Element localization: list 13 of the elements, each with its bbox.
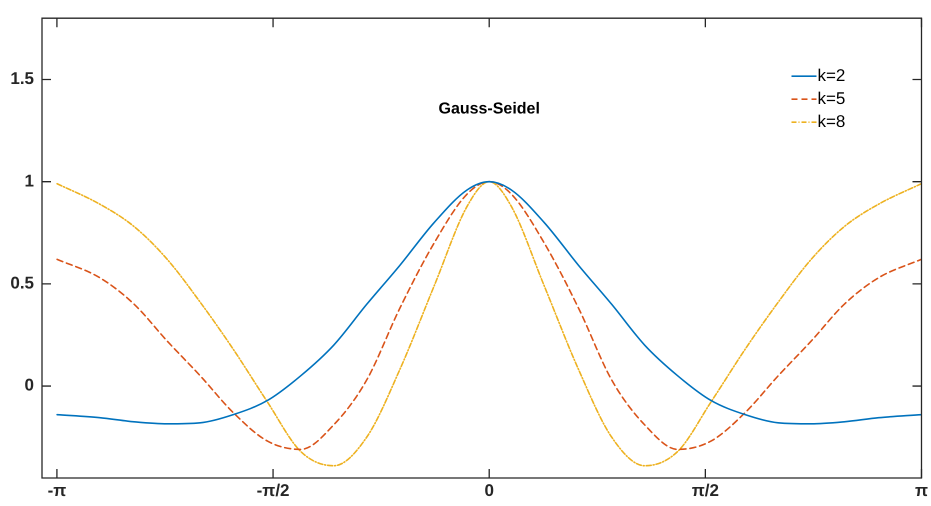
legend-label: k=2 — [817, 66, 846, 85]
y-tick-label: 0.5 — [10, 274, 34, 293]
x-tick-label: -π — [48, 480, 66, 500]
y-tick-label: 0 — [24, 376, 34, 395]
y-tick-label: 1 — [24, 171, 34, 190]
y-tick-label: 1.5 — [10, 69, 34, 88]
legend-label: k=8 — [817, 112, 846, 131]
legend-label: k=5 — [817, 88, 846, 108]
x-tick-label: -π/2 — [256, 480, 290, 500]
text: Gauss-Seidel — [438, 100, 540, 118]
x-tick-label: π — [914, 480, 928, 500]
x-tick-label: π/2 — [692, 480, 719, 500]
x-tick-label: 0 — [484, 480, 494, 500]
